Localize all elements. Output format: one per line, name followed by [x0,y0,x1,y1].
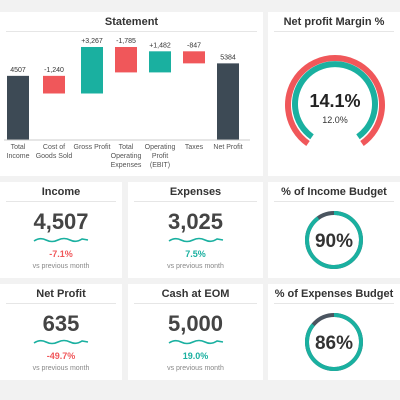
kpi-change: 19.0% [182,351,209,361]
waterfall-bar [149,51,171,73]
waterfall-bar [43,75,65,94]
category-label: Cost of Goods Sold [35,144,73,160]
category-label: Operating Profit (EBIT) [144,144,176,169]
margin-target: 12.0% [322,115,348,125]
category-label: Gross Profit [73,144,111,151]
kpi-note: vs previous month [167,263,224,270]
waterfall-bar [7,75,29,140]
waterfall-bar [183,51,205,64]
budget-card: % of Expenses Budget 86% [268,284,400,380]
card-title: % of Income Budget [274,186,394,202]
waterfall-bar [217,63,239,141]
sparkline [168,339,223,345]
category-label: Net Profit [213,144,243,151]
sparkline [33,237,89,243]
gauge-arc [305,313,363,371]
kpi-value: 3,025 [167,209,224,234]
gauge: 90% [305,211,363,269]
sparkline-line [33,339,89,345]
category-label: Taxes [184,144,204,151]
value-label: -847 [187,42,201,49]
value-label: +1,482 [149,42,171,49]
margin-gauge: 14.1% 12.0% [285,55,385,146]
kpi-card: Expenses 3,025 7.5% vs previous month [128,182,263,278]
gauge: 86% [305,313,363,371]
margin-card: Net profit Margin % 14.1% 12.0% [268,12,400,176]
kpi-note: vs previous month [167,365,224,372]
target-ring [285,55,385,146]
card-title: Expenses [134,186,257,202]
card-title: Statement [6,16,257,32]
margin-value: 14.1% [309,91,360,111]
waterfall: 4507 -1,240 +3,267 -1,785 +1,482 -847 5384 [4,38,250,141]
kpi-value: 635 [42,311,80,336]
kpi-value: 5,000 [167,311,224,336]
actual-ring [292,61,378,140]
card-title: % of Expenses Budget [274,288,394,304]
value-label: -1,240 [44,67,64,74]
value-label: 4507 [10,67,26,74]
kpi-change: 7.5% [185,249,206,259]
card-title: Net profit Margin % [274,16,394,32]
card-title: Net Profit [6,288,116,304]
sparkline [33,339,89,345]
statement-card: Statement 4507 -1,240 +3,267 -1,785 +1,482 -8… [0,12,263,176]
budget-card: % of Income Budget 90% [268,182,400,278]
waterfall-bar [115,47,137,73]
kpi-card: Cash at EOM 5,000 19.0% vs previous month [128,284,263,380]
category-label: Total Income [6,144,30,160]
card-title: Cash at EOM [134,288,257,304]
kpi-note: vs previous month [32,365,90,372]
sparkline [168,237,223,243]
kpi-note: vs previous month [32,263,90,270]
gauge-label: 90% [315,231,353,252]
card-title: Income [6,186,116,202]
value-label: 5384 [220,54,236,61]
sparkline-line [168,237,223,243]
value-label: -1,785 [116,38,136,45]
waterfall-bar [81,47,103,94]
kpi-change: -7.1% [49,249,73,259]
kpi-change: -49.7% [46,351,76,361]
kpi-card: Income 4,507 -7.1% vs previous month [0,182,122,278]
gauge-arc [305,211,363,269]
category-label: Total Operating Expenses [110,144,142,169]
sparkline-line [168,339,223,345]
gauge-label: 86% [315,333,353,354]
sparkline-line [33,237,89,243]
value-label: +3,267 [81,38,103,45]
kpi-card: Net Profit 635 -49.7% vs previous month [0,284,122,380]
kpi-value: 4,507 [33,209,89,234]
